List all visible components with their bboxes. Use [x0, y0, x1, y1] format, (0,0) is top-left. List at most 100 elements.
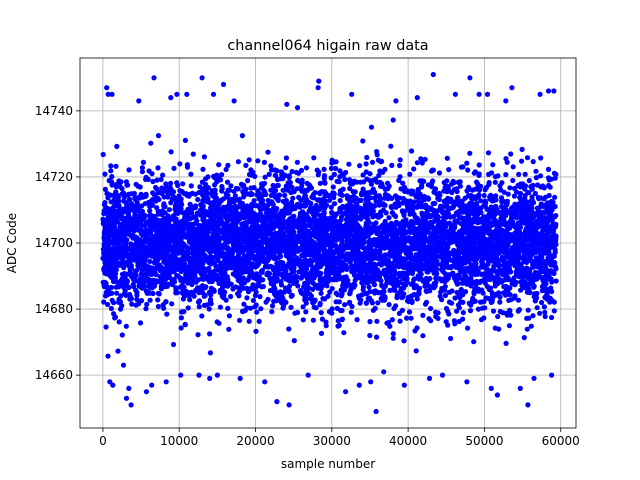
data-point: [280, 260, 286, 266]
data-point: [448, 263, 455, 270]
data-point: [396, 249, 402, 255]
data-point: [494, 274, 500, 280]
data-point: [495, 281, 501, 287]
data-point: [462, 289, 469, 295]
data-point: [253, 289, 259, 295]
data-point: [142, 283, 148, 289]
data-point: [506, 297, 512, 303]
data-point: [360, 172, 366, 178]
data-point: [126, 167, 132, 173]
data-point: [148, 140, 154, 146]
data-point: [251, 198, 257, 204]
data-point: [363, 161, 369, 167]
data-point: [327, 197, 333, 203]
data-point: [243, 162, 249, 168]
data-point: [228, 183, 234, 189]
data-point: [328, 204, 334, 210]
data-point: [225, 305, 231, 311]
data-point: [441, 214, 447, 220]
data-point: [291, 338, 297, 344]
data-point: [245, 178, 251, 184]
data-point: [145, 176, 151, 182]
data-point: [198, 202, 204, 208]
data-point: [360, 186, 366, 192]
data-point: [217, 262, 223, 268]
data-point: [153, 266, 159, 272]
data-point: [384, 258, 390, 264]
data-point: [346, 226, 352, 232]
data-point: [311, 304, 317, 310]
data-point: [389, 210, 395, 216]
data-point: [122, 242, 128, 248]
data-point: [389, 162, 395, 168]
data-point: [373, 220, 379, 226]
data-point: [116, 284, 122, 290]
data-point: [552, 249, 558, 255]
data-point: [201, 154, 207, 160]
data-point: [102, 259, 108, 265]
data-point: [363, 223, 369, 229]
data-point: [153, 184, 159, 191]
data-point: [521, 259, 527, 265]
data-point: [518, 287, 524, 293]
data-point: [364, 154, 370, 161]
data-point: [274, 276, 280, 282]
data-point: [401, 212, 407, 218]
data-point: [363, 214, 369, 221]
data-point: [193, 214, 199, 220]
data-point: [250, 297, 256, 303]
data-point: [168, 149, 174, 155]
data-point: [121, 198, 127, 204]
data-point: [102, 186, 108, 192]
data-point: [349, 303, 355, 309]
data-point: [348, 264, 354, 270]
data-point: [510, 164, 516, 170]
data-point: [465, 167, 471, 173]
data-point: [519, 146, 525, 152]
data-point: [370, 214, 376, 220]
data-point: [268, 192, 274, 199]
data-point: [528, 323, 534, 329]
data-point: [303, 165, 310, 171]
data-point: [158, 176, 164, 183]
data-point: [357, 300, 363, 306]
data-point: [524, 326, 530, 332]
data-point: [113, 163, 119, 169]
data-point: [419, 182, 425, 188]
data-point: [465, 276, 471, 282]
data-point: [539, 299, 545, 306]
data-point: [209, 192, 215, 198]
data-point: [389, 317, 395, 323]
data-point: [135, 240, 141, 246]
data-point: [372, 305, 378, 311]
data-point: [346, 161, 352, 167]
data-point: [162, 210, 168, 216]
data-point: [417, 191, 423, 197]
data-point: [139, 165, 145, 171]
data-point: [435, 315, 441, 321]
data-point: [374, 334, 380, 340]
data-point: [112, 314, 118, 320]
data-point: [188, 171, 194, 177]
data-point: [464, 230, 470, 236]
data-point: [442, 292, 448, 299]
data-point: [352, 227, 358, 233]
data-point: [280, 187, 286, 193]
data-point: [374, 318, 380, 324]
data-point: [162, 249, 168, 255]
data-point: [182, 137, 188, 143]
data-point: [428, 305, 434, 312]
data-point: [144, 301, 150, 307]
data-point: [237, 216, 243, 222]
data-point: [300, 304, 306, 310]
data-point: [486, 180, 492, 186]
data-point: [318, 310, 324, 316]
data-point: [497, 309, 503, 315]
data-point: [408, 315, 414, 321]
data-point: [534, 305, 540, 311]
data-point: [308, 201, 314, 207]
data-point: [143, 191, 149, 197]
data-point: [471, 339, 477, 345]
data-point: [371, 282, 378, 288]
data-point: [332, 201, 338, 207]
